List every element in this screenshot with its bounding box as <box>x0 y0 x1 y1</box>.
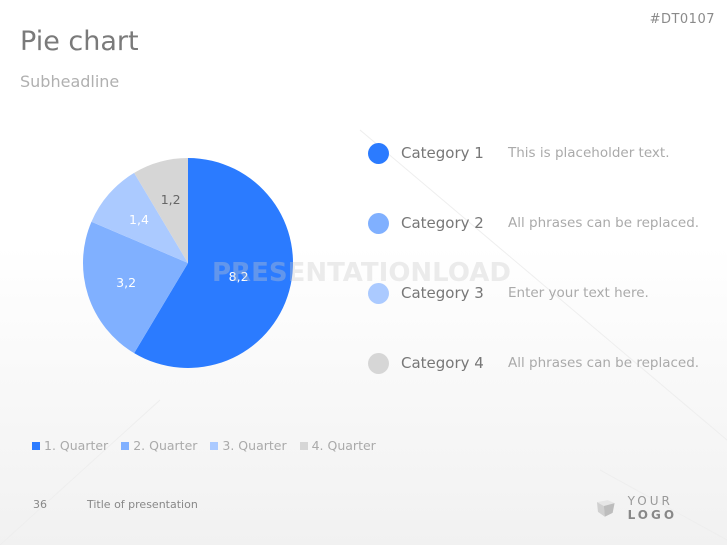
legend-swatch <box>32 441 40 450</box>
pie-chart: 8,2 3,2 1,4 1,2 <box>83 158 293 368</box>
pie-slice <box>134 158 188 263</box>
legend-swatch <box>210 441 219 450</box>
legend-swatch <box>121 441 130 450</box>
legend-label: 1. Quarter <box>44 438 109 453</box>
category-text: This is placeholder text. <box>508 145 670 161</box>
data-label: 8,2 <box>229 269 249 284</box>
pie-slice <box>91 172 188 263</box>
data-label: 1,4 <box>129 212 149 227</box>
category-item: Category 4 All phrases can be replaced. <box>368 352 699 374</box>
category-item: Category 1 This is placeholder text. <box>368 142 670 164</box>
presentation-title: Title of presentation <box>87 498 198 511</box>
category-dot <box>368 212 389 234</box>
category-item: Category 3 Enter your text here. <box>368 282 649 304</box>
category-name: Category 2 <box>401 214 484 232</box>
category-dot <box>368 352 389 374</box>
category-text: All phrases can be replaced. <box>508 355 700 371</box>
category-name: Category 3 <box>401 284 484 302</box>
logo: YOUR LOGO <box>596 494 727 522</box>
legend-item: 3. Quarter <box>210 438 287 453</box>
logo-cube-icon <box>596 500 615 517</box>
legend-label: 4. Quarter <box>311 438 376 453</box>
page-number: 36 <box>33 498 47 511</box>
data-label: 3,2 <box>116 275 136 290</box>
category-name: Category 4 <box>401 354 484 372</box>
category-name: Category 1 <box>401 144 484 162</box>
pie-slice <box>83 221 188 354</box>
slide-code: #DT0107 <box>649 12 715 27</box>
category-text: Enter your text here. <box>508 285 649 301</box>
category-text: All phrases can be replaced. <box>508 215 700 231</box>
watermark: PRESENTATIONLOAD <box>212 258 511 288</box>
category-dot <box>368 142 389 164</box>
data-label: 1,2 <box>161 192 181 207</box>
legend-swatch <box>299 441 308 450</box>
category-item: Category 2 All phrases can be replaced. <box>368 212 699 234</box>
subheadline: Subheadline <box>20 72 120 91</box>
legend-item: 1. Quarter <box>32 438 108 453</box>
legend-label: 3. Quarter <box>222 438 287 453</box>
legend-item: 4. Quarter <box>299 438 376 453</box>
pie-slice <box>134 158 293 368</box>
legend-item: 2. Quarter <box>121 438 197 453</box>
legend-label: 2. Quarter <box>133 438 198 453</box>
chart-legend: 1. Quarter 2. Quarter 3. Quarter 4. Quarter <box>32 438 389 453</box>
page-title: Pie chart <box>20 26 139 57</box>
category-dot <box>368 282 389 304</box>
